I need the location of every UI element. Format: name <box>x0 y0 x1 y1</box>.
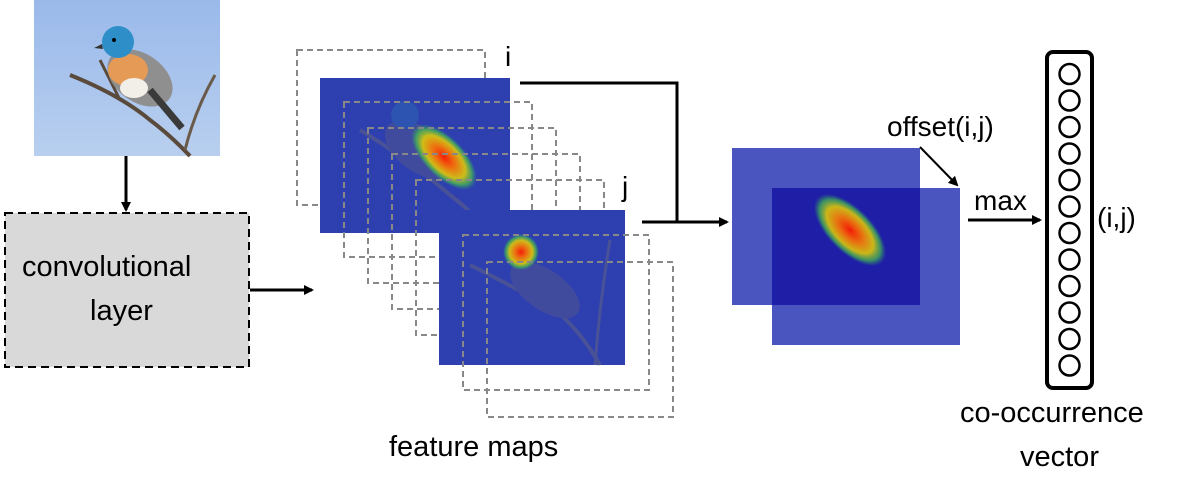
feature-map-stack <box>296 49 674 418</box>
vector-cell <box>1058 354 1081 377</box>
heatmap-i <box>411 124 477 190</box>
vector-cell <box>1058 327 1081 351</box>
offset-arrow <box>919 146 959 187</box>
heatmap-j <box>503 234 539 270</box>
index-i-label: i <box>505 41 512 72</box>
connector-from-i <box>520 81 679 222</box>
index-j-label: j <box>622 171 629 202</box>
vector-cell <box>1058 62 1081 86</box>
vector-cell <box>1058 115 1081 139</box>
combined-maps <box>732 148 960 345</box>
vector-label-2: vector <box>1020 441 1099 473</box>
convolutional-layer-box <box>4 212 250 368</box>
vector-cell <box>1058 195 1081 218</box>
vector-cell <box>1058 248 1081 271</box>
vector-cell <box>1058 89 1081 112</box>
combined-heatmap <box>813 193 887 267</box>
offset-label: offset(i,j) <box>887 111 994 142</box>
max-label: max <box>974 185 1027 216</box>
conv-layer-label-2: layer <box>90 295 153 327</box>
ij-label: (i,j) <box>1097 202 1136 233</box>
feature-map-i <box>320 78 510 233</box>
cooccurrence-vector <box>1045 50 1094 390</box>
vector-cell <box>1058 221 1081 245</box>
conv-layer-label-1: convolutional <box>22 251 192 283</box>
vector-cell <box>1058 301 1081 324</box>
vector-cell <box>1058 274 1081 298</box>
vector-cell <box>1058 168 1081 192</box>
vector-cell <box>1058 142 1081 165</box>
input-image <box>34 0 220 158</box>
vector-label-1: co-occurrence <box>960 397 1144 429</box>
feature-maps-label: feature maps <box>389 431 559 463</box>
